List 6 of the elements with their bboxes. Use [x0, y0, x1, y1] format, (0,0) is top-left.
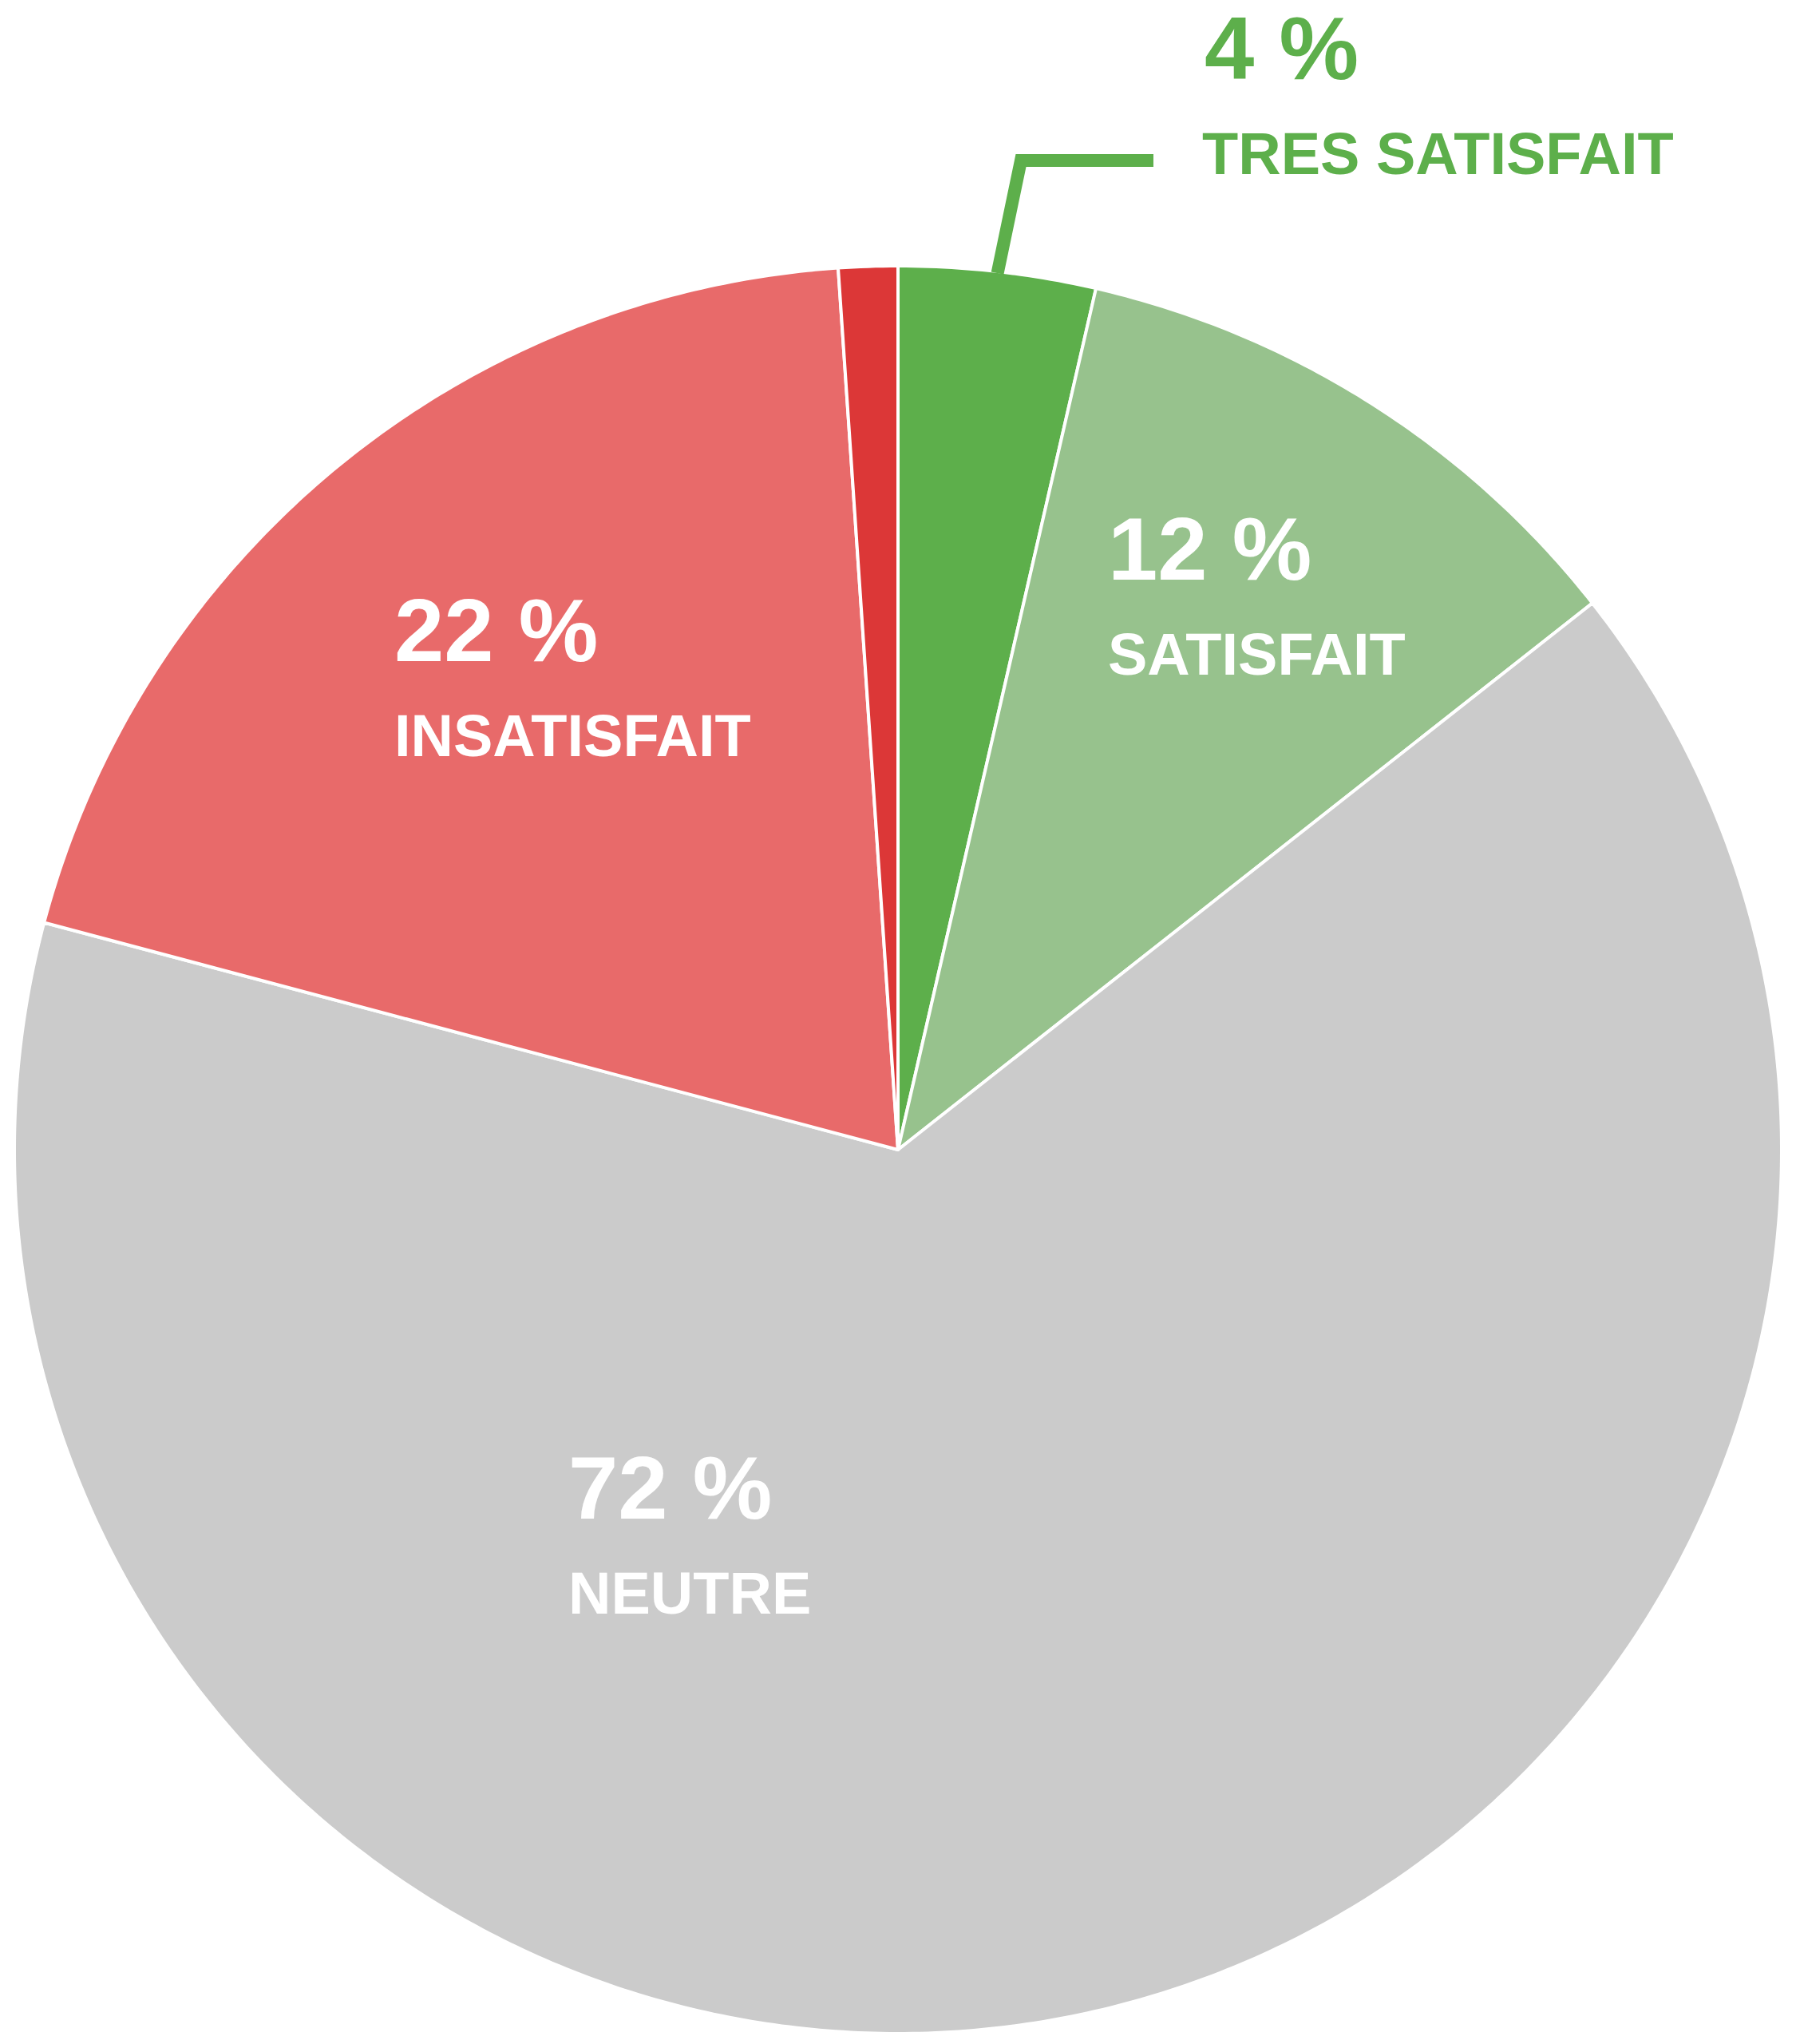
slice-label: SATISFAIT [1108, 620, 1406, 687]
data-label: 22 % [394, 580, 599, 680]
slice-label: INSATISFAIT [394, 702, 751, 769]
data-label: 4 % [1205, 0, 1359, 98]
slice-label: TRES SATISFAIT [1202, 120, 1674, 187]
data-label: 12 % [1108, 498, 1312, 599]
